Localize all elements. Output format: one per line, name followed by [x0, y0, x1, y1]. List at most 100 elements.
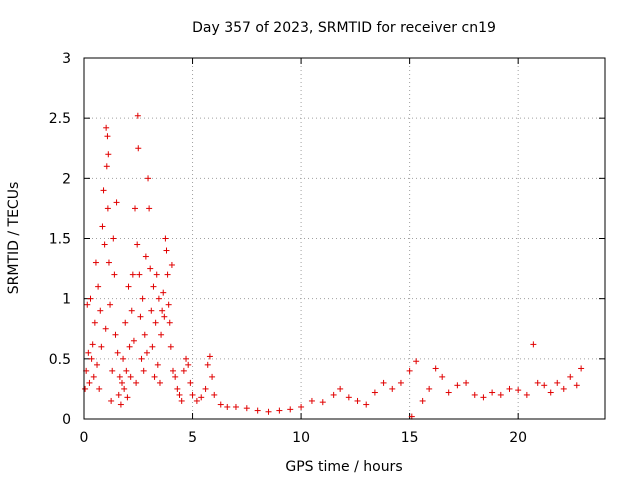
- data-point: [109, 367, 116, 374]
- data-point: [102, 325, 109, 332]
- y-tick-label: 1.5: [49, 232, 71, 248]
- data-point: [523, 391, 530, 398]
- data-point: [135, 145, 142, 152]
- data-point: [122, 319, 129, 326]
- data-point: [506, 385, 513, 392]
- data-point: [114, 349, 121, 356]
- data-point: [100, 187, 107, 194]
- data-point: [110, 235, 117, 242]
- data-point: [97, 307, 104, 314]
- data-point: [463, 379, 470, 386]
- data-point: [140, 367, 147, 374]
- data-point: [363, 401, 370, 408]
- data-point: [90, 373, 97, 380]
- data-point: [156, 379, 163, 386]
- data-point: [185, 361, 192, 368]
- y-tick-label: 0.5: [49, 352, 71, 368]
- data-point: [162, 235, 169, 242]
- data-point: [116, 373, 123, 380]
- x-tick-label: 0: [80, 430, 89, 446]
- y-tick-label: 2.5: [49, 111, 71, 127]
- x-tick-label: 20: [509, 430, 527, 446]
- data-point: [541, 382, 548, 389]
- data-point: [82, 385, 89, 392]
- data-point: [480, 394, 487, 401]
- data-point: [154, 361, 161, 368]
- data-point: [128, 307, 135, 314]
- data-point: [389, 385, 396, 392]
- data-point: [150, 283, 157, 290]
- data-point: [471, 391, 478, 398]
- data-point: [161, 313, 168, 320]
- data-point: [126, 343, 133, 350]
- data-point: [96, 385, 103, 392]
- data-point: [103, 124, 110, 131]
- data-point: [534, 379, 541, 386]
- data-point: [141, 331, 148, 338]
- data-point: [217, 401, 224, 408]
- data-point: [276, 407, 283, 414]
- data-point: [143, 349, 150, 356]
- grid: [84, 58, 605, 419]
- data-point: [159, 307, 166, 314]
- data-point: [419, 397, 426, 404]
- data-point: [287, 406, 294, 413]
- data-point: [117, 401, 124, 408]
- data-point: [445, 389, 452, 396]
- data-point: [137, 313, 144, 320]
- data-point: [298, 403, 305, 410]
- data-point: [174, 385, 181, 392]
- data-point: [139, 295, 146, 302]
- data-point: [125, 283, 132, 290]
- data-point: [168, 261, 175, 268]
- data-point: [497, 391, 504, 398]
- data-point: [232, 403, 239, 410]
- data-point: [134, 241, 141, 248]
- data-point: [104, 205, 111, 212]
- data-point: [99, 223, 106, 230]
- y-tick-label: 2: [62, 171, 71, 187]
- data-point: [142, 253, 149, 260]
- data-point: [439, 373, 446, 380]
- data-point: [152, 319, 159, 326]
- data-point: [567, 373, 574, 380]
- data-point: [121, 385, 128, 392]
- data-point: [165, 301, 172, 308]
- data-point: [89, 341, 96, 348]
- y-axis-label: SRMTID / TECUs: [6, 182, 22, 295]
- data-point: [573, 382, 580, 389]
- data-point: [397, 379, 404, 386]
- data-point: [153, 271, 160, 278]
- data-point: [92, 259, 99, 266]
- data-point: [138, 355, 145, 362]
- data-point: [134, 112, 141, 119]
- data-point: [209, 373, 216, 380]
- data-point: [163, 247, 170, 254]
- y-tick-label: 0: [62, 412, 71, 428]
- plot-frame: [83, 57, 606, 420]
- data-point: [319, 399, 326, 406]
- data-point: [151, 373, 158, 380]
- data-point: [330, 391, 337, 398]
- x-tick-label: 5: [188, 430, 197, 446]
- axis-ticks: 0 5 10 15 20 0 0.5 1 1.5 2 2.5 3: [49, 51, 605, 446]
- data-point: [86, 379, 93, 386]
- data-point: [87, 295, 94, 302]
- data-point: [155, 295, 162, 302]
- data-point: [166, 319, 173, 326]
- data-point: [530, 341, 537, 348]
- data-point: [371, 389, 378, 396]
- data-point: [183, 355, 190, 362]
- data-point: [426, 385, 433, 392]
- data-point: [345, 394, 352, 401]
- data-point: [105, 151, 112, 158]
- data-point: [148, 307, 155, 314]
- data-point: [187, 379, 194, 386]
- data-point: [547, 389, 554, 396]
- data-point: [167, 343, 174, 350]
- data-point: [164, 271, 171, 278]
- data-point: [118, 379, 125, 386]
- data-point: [308, 397, 315, 404]
- data-point: [413, 358, 420, 365]
- x-axis-label: GPS time / hours: [285, 459, 402, 475]
